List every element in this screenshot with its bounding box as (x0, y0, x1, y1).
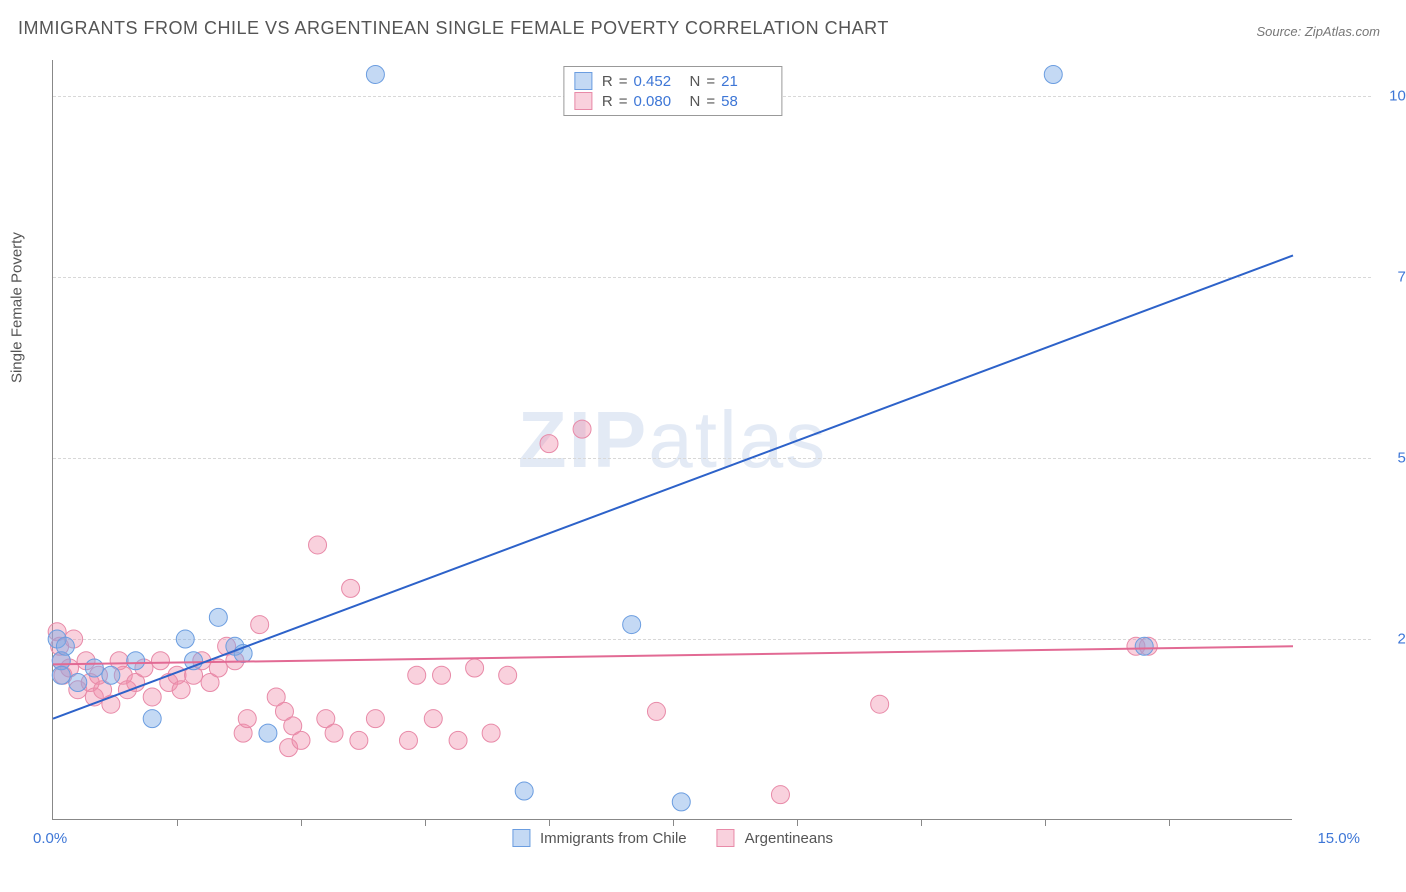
swatch-argentina (574, 92, 592, 110)
source-attribution: Source: ZipAtlas.com (1256, 24, 1380, 39)
chart-title: IMMIGRANTS FROM CHILE VS ARGENTINEAN SIN… (18, 18, 889, 39)
data-point (871, 695, 889, 713)
data-point (151, 652, 169, 670)
data-point (1044, 65, 1062, 83)
data-point (515, 782, 533, 800)
y-tick-label: 100.0% (1389, 88, 1406, 105)
data-point (466, 659, 484, 677)
x-tick (1169, 819, 1170, 826)
data-point (259, 724, 277, 742)
data-point (482, 724, 500, 742)
data-point (127, 652, 145, 670)
swatch-chile-icon (512, 829, 530, 847)
data-point (176, 630, 194, 648)
data-point (350, 731, 368, 749)
plot-svg (53, 60, 1293, 820)
y-tick-label: 75.0% (1397, 269, 1406, 286)
data-point (209, 608, 227, 626)
x-tick (549, 819, 550, 826)
legend-row-argentina: R = 0.080 N = 58 (574, 91, 771, 111)
data-point (424, 710, 442, 728)
data-point (172, 681, 190, 699)
data-point (499, 666, 517, 684)
data-point (52, 666, 70, 684)
data-point (573, 420, 591, 438)
swatch-argentina-icon (717, 829, 735, 847)
data-point (102, 666, 120, 684)
data-point (647, 702, 665, 720)
x-tick (1045, 819, 1046, 826)
data-point (85, 659, 103, 677)
data-point (672, 793, 690, 811)
chart-container: Single Female Poverty ZIPatlas R = 0.452… (52, 60, 1370, 840)
data-point (342, 579, 360, 597)
legend-bottom: Immigrants from Chile Argentineans (512, 829, 833, 847)
data-point (399, 731, 417, 749)
y-axis-title: Single Female Poverty (9, 232, 26, 383)
data-point (251, 616, 269, 634)
data-point (771, 786, 789, 804)
data-point (623, 616, 641, 634)
data-point (325, 724, 343, 742)
legend-label-argentina: Argentineans (745, 830, 833, 847)
data-point (1135, 637, 1153, 655)
x-axis-max-label: 15.0% (1317, 830, 1360, 847)
x-tick (301, 819, 302, 826)
data-point (366, 710, 384, 728)
data-point (143, 688, 161, 706)
data-point (366, 65, 384, 83)
data-point (449, 731, 467, 749)
legend-item-chile: Immigrants from Chile (512, 829, 687, 847)
y-tick-label: 25.0% (1397, 631, 1406, 648)
data-point (540, 435, 558, 453)
x-tick (673, 819, 674, 826)
legend-correlation-box: R = 0.452 N = 21 R = 0.080 N = 58 (563, 66, 782, 116)
data-point (408, 666, 426, 684)
plot-area: ZIPatlas R = 0.452 N = 21 R = 0.080 (52, 60, 1292, 820)
data-point (292, 731, 310, 749)
x-tick (921, 819, 922, 826)
data-point (433, 666, 451, 684)
x-tick (797, 819, 798, 826)
y-tick-label: 50.0% (1397, 450, 1406, 467)
swatch-chile (574, 72, 592, 90)
legend-label-chile: Immigrants from Chile (540, 830, 687, 847)
data-point (69, 673, 87, 691)
data-point (143, 710, 161, 728)
data-point (309, 536, 327, 554)
x-tick (177, 819, 178, 826)
data-point (238, 710, 256, 728)
legend-item-argentina: Argentineans (717, 829, 833, 847)
x-tick (425, 819, 426, 826)
data-point (56, 637, 74, 655)
x-axis-min-label: 0.0% (33, 830, 67, 847)
legend-row-chile: R = 0.452 N = 21 (574, 71, 771, 91)
